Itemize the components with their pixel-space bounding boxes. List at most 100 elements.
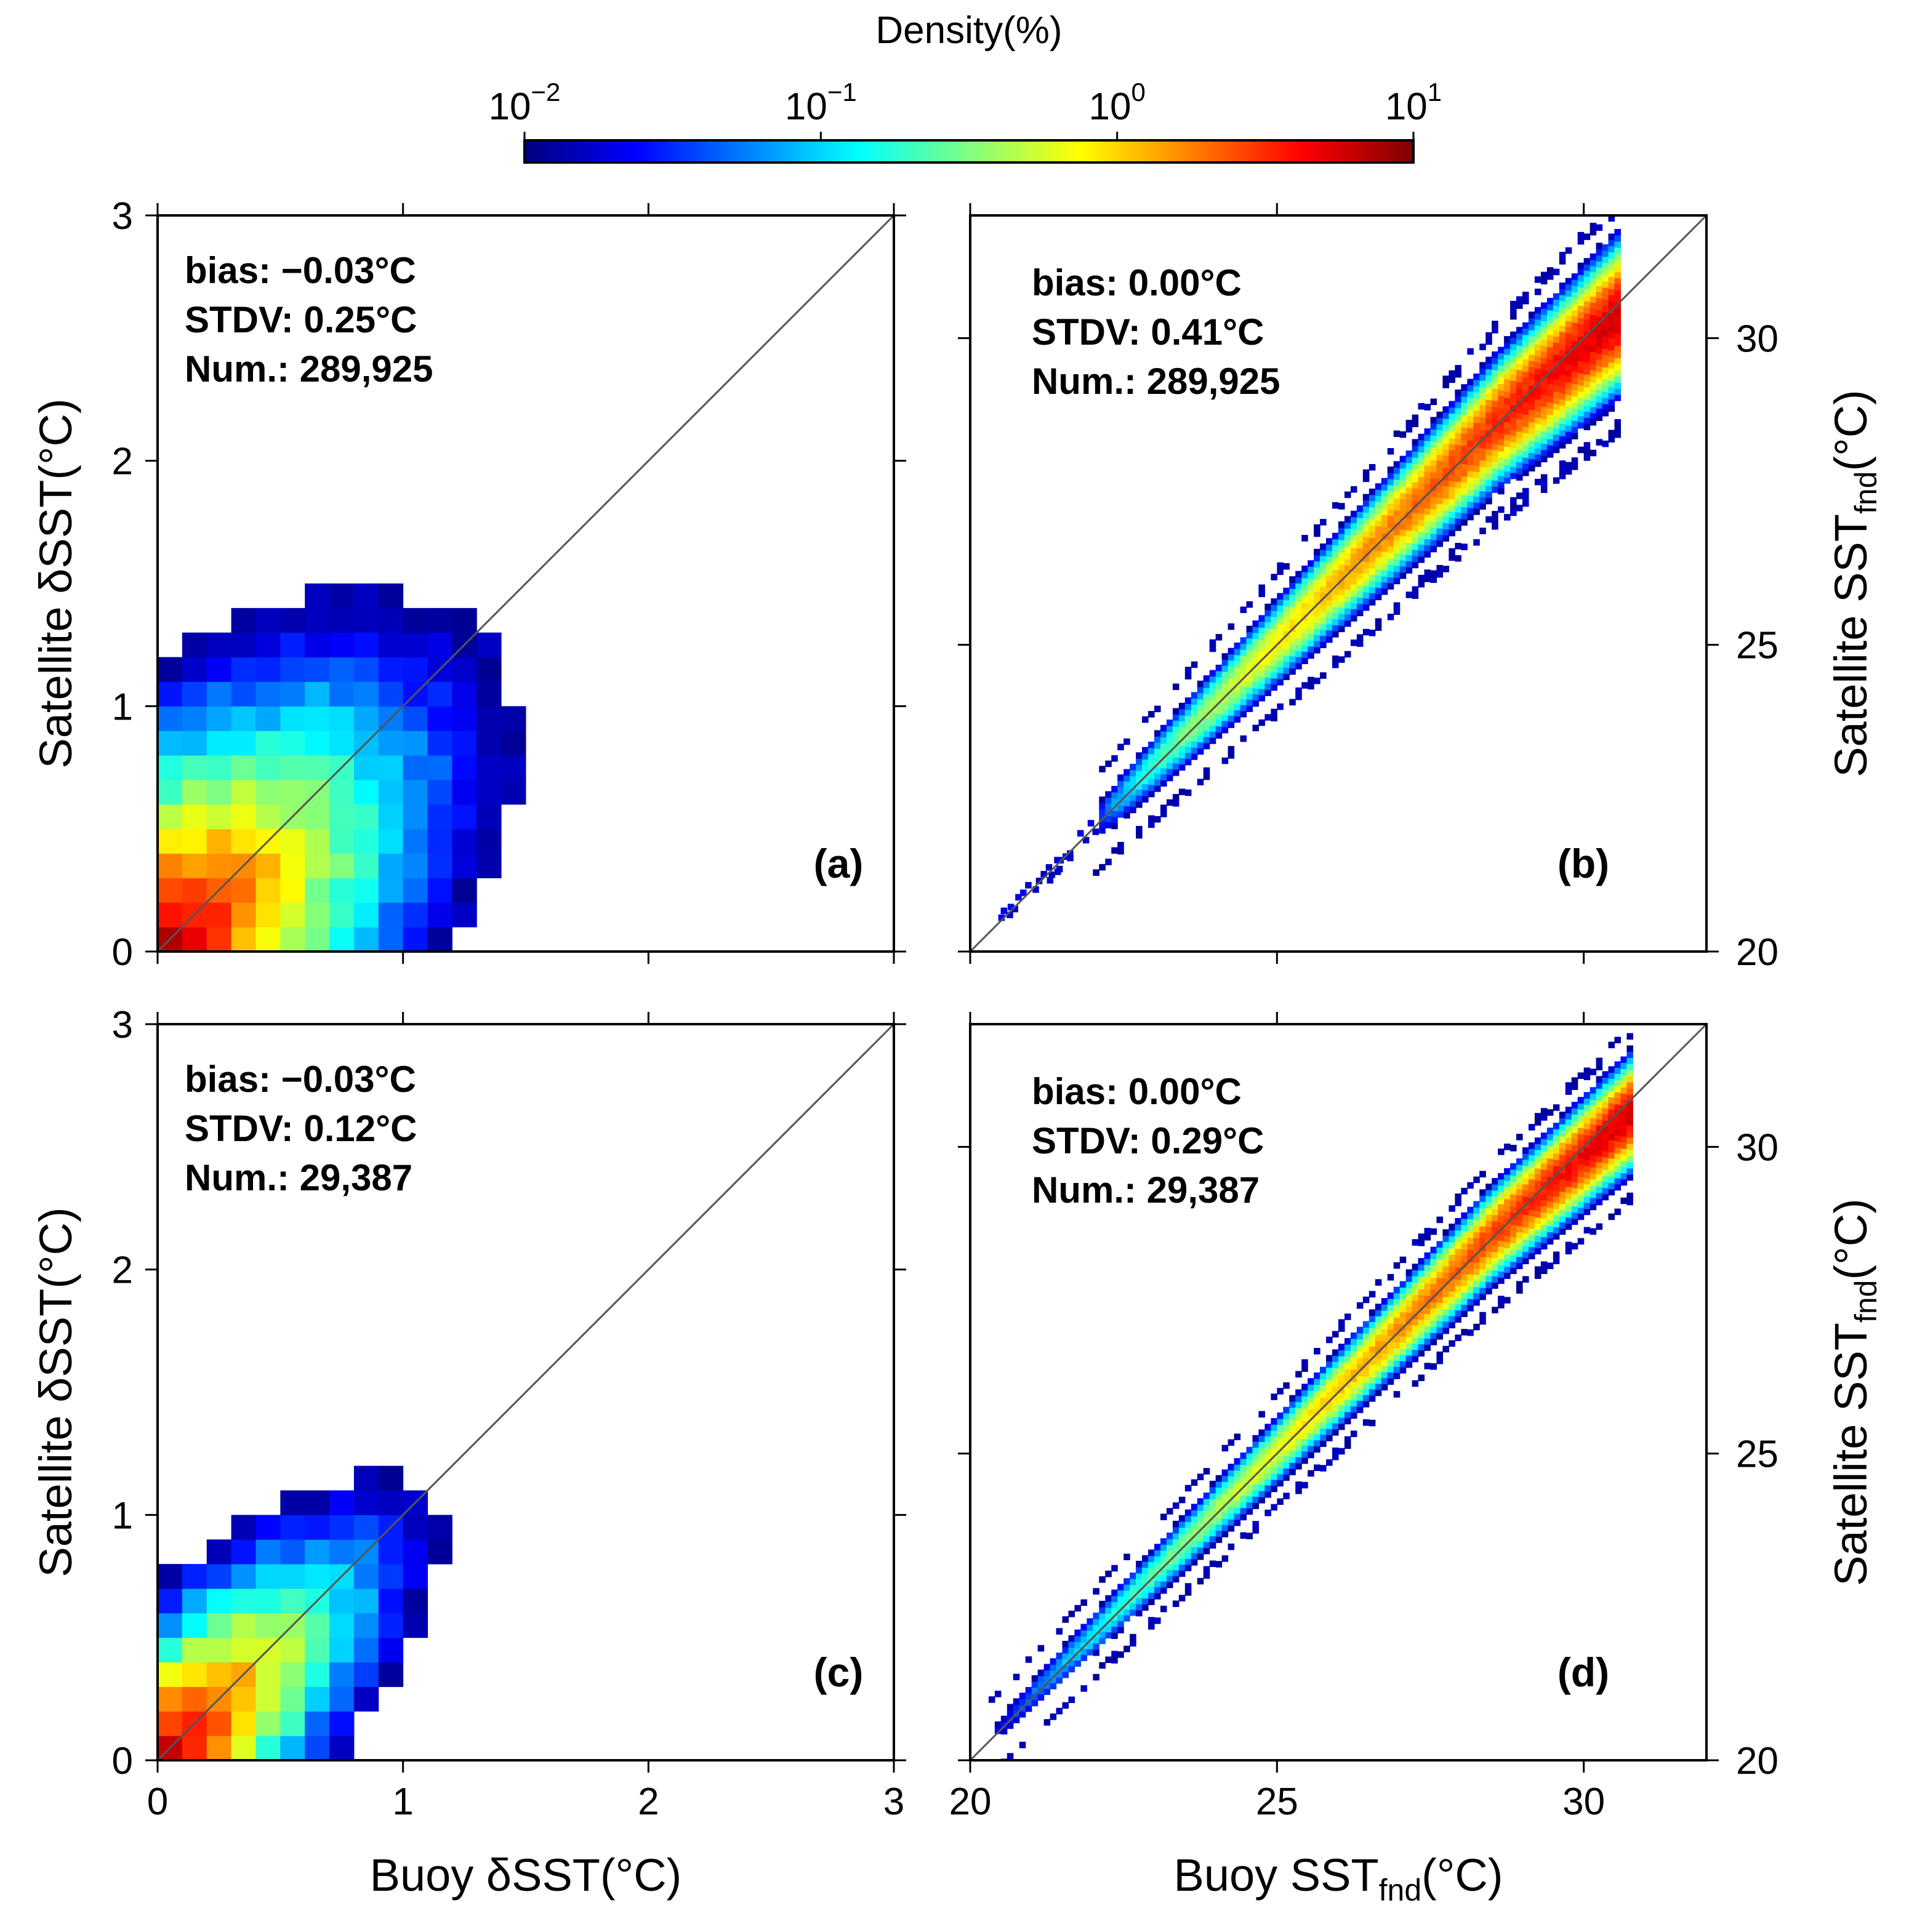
heatmap-cell — [1553, 1135, 1560, 1142]
heatmap-cell — [1295, 693, 1302, 700]
heatmap-cell — [1522, 1184, 1529, 1191]
heatmap-cell — [329, 1588, 355, 1614]
heatmap-cell — [1510, 331, 1517, 339]
heatmap-cell — [1277, 593, 1284, 600]
heatmap-cell — [1546, 347, 1554, 354]
heatmap-cell — [1424, 435, 1431, 441]
heatmap-cell — [1393, 540, 1401, 548]
heatmap-cell — [1516, 468, 1523, 475]
heatmap-cell — [1436, 540, 1444, 547]
heatmap-cell — [1308, 579, 1314, 585]
heatmap-cell — [1160, 1587, 1167, 1594]
heatmap-cell — [1314, 1440, 1320, 1447]
heatmap-cell — [1577, 342, 1585, 349]
heatmap-cell — [1166, 732, 1173, 739]
heatmap-cell — [1191, 692, 1198, 699]
heatmap-cell — [1308, 1384, 1314, 1391]
heatmap-cell — [1405, 1355, 1413, 1362]
heatmap-cell — [1534, 1217, 1541, 1224]
heatmap-cell — [1368, 550, 1376, 557]
heatmap-cell — [1492, 468, 1498, 475]
heatmap-cell — [1375, 1316, 1382, 1323]
heatmap-cell — [1504, 397, 1511, 404]
heatmap-cell — [1166, 1563, 1173, 1570]
heatmap-cell — [1013, 1673, 1020, 1680]
heatmap-cell — [1577, 324, 1585, 331]
heatmap-cell — [1332, 1361, 1339, 1368]
heatmap-cell — [1596, 1186, 1603, 1193]
heatmap-cell — [1571, 286, 1578, 292]
heatmap-cell — [1510, 1230, 1517, 1238]
heatmap-cell — [1522, 1221, 1529, 1228]
heatmap-cell — [1350, 603, 1357, 609]
heatmap-cell — [1449, 499, 1455, 506]
heatmap-cell — [1314, 604, 1320, 611]
heatmap-cell — [1387, 503, 1394, 510]
y-axis-title: Satellite SSTfnd(°C) — [1825, 1198, 1883, 1586]
heatmap-cell — [1264, 628, 1271, 635]
heatmap-cell — [1498, 1302, 1505, 1309]
heatmap-cell — [1577, 1072, 1585, 1079]
heatmap-cell — [1172, 745, 1180, 752]
heatmap-cell — [1492, 388, 1498, 395]
heatmap-cell — [1583, 233, 1591, 240]
heatmap-cell — [1332, 569, 1339, 577]
heatmap-cell — [1234, 697, 1241, 705]
heatmap-cell — [1166, 756, 1173, 763]
heatmap-cell — [1492, 437, 1498, 444]
heatmap-cell — [1608, 301, 1615, 308]
heatmap-cell — [1093, 1673, 1099, 1681]
heatmap-cell — [1620, 1142, 1628, 1149]
heatmap-cell — [1589, 222, 1597, 230]
heatmap-cell — [353, 853, 379, 878]
heatmap-cell — [378, 1637, 404, 1663]
heatmap-cell — [476, 731, 502, 756]
heatmap-cell — [1234, 1507, 1241, 1514]
heatmap-cell — [1436, 1302, 1444, 1309]
heatmap-cell — [1399, 1293, 1407, 1300]
heatmap-cell — [1099, 1619, 1106, 1626]
heatmap-cell — [1510, 300, 1517, 308]
heatmap-cell — [1498, 1246, 1505, 1254]
heatmap-cell — [1154, 1574, 1161, 1581]
panel-label: (c) — [814, 1649, 864, 1695]
heatmap-cell — [1344, 491, 1351, 499]
plot-frame — [156, 214, 895, 953]
heatmap-cell — [1056, 1653, 1063, 1659]
heatmap-cell — [1283, 661, 1290, 668]
heatmap-cell — [1240, 692, 1247, 699]
heatmap-cell — [1442, 1327, 1449, 1334]
heatmap-cell — [1492, 480, 1498, 487]
heatmap-cell — [182, 853, 207, 878]
heatmap-cell — [1430, 1277, 1437, 1285]
heatmap-cell — [1485, 1184, 1492, 1190]
heatmap-cell — [1252, 681, 1260, 689]
heatmap-cell — [1559, 1130, 1566, 1137]
heatmap-cell — [1326, 1429, 1333, 1435]
heatmap-cell — [305, 1637, 330, 1663]
heatmap-cell — [1320, 1440, 1327, 1447]
heatmap-cell — [280, 632, 305, 658]
heatmap-cell — [1479, 423, 1486, 430]
heatmap-cell — [1228, 752, 1235, 759]
heatmap-cell — [378, 1613, 404, 1638]
heatmap-cell — [1301, 657, 1308, 664]
heatmap-cell — [353, 804, 379, 830]
heatmap-cell — [1540, 302, 1548, 309]
heatmap-cell — [1191, 1547, 1198, 1553]
heatmap-cell — [1240, 1513, 1247, 1521]
heatmap-cell — [1350, 535, 1357, 542]
heatmap-cell — [1277, 1412, 1284, 1419]
heatmap-cell — [452, 828, 477, 854]
heatmap-cell — [1258, 1491, 1265, 1497]
heatmap-cell — [280, 878, 305, 903]
heatmap-cell — [1436, 1351, 1444, 1358]
heatmap-cell — [1387, 491, 1394, 498]
heatmap-cell — [353, 902, 379, 928]
heatmap-cell — [1111, 816, 1118, 824]
heatmap-cell — [1455, 494, 1461, 500]
heatmap-cell — [1412, 512, 1419, 519]
heatmap-cell — [1166, 1533, 1173, 1539]
heatmap-cell — [1492, 443, 1498, 451]
heatmap-cell — [1350, 541, 1357, 548]
